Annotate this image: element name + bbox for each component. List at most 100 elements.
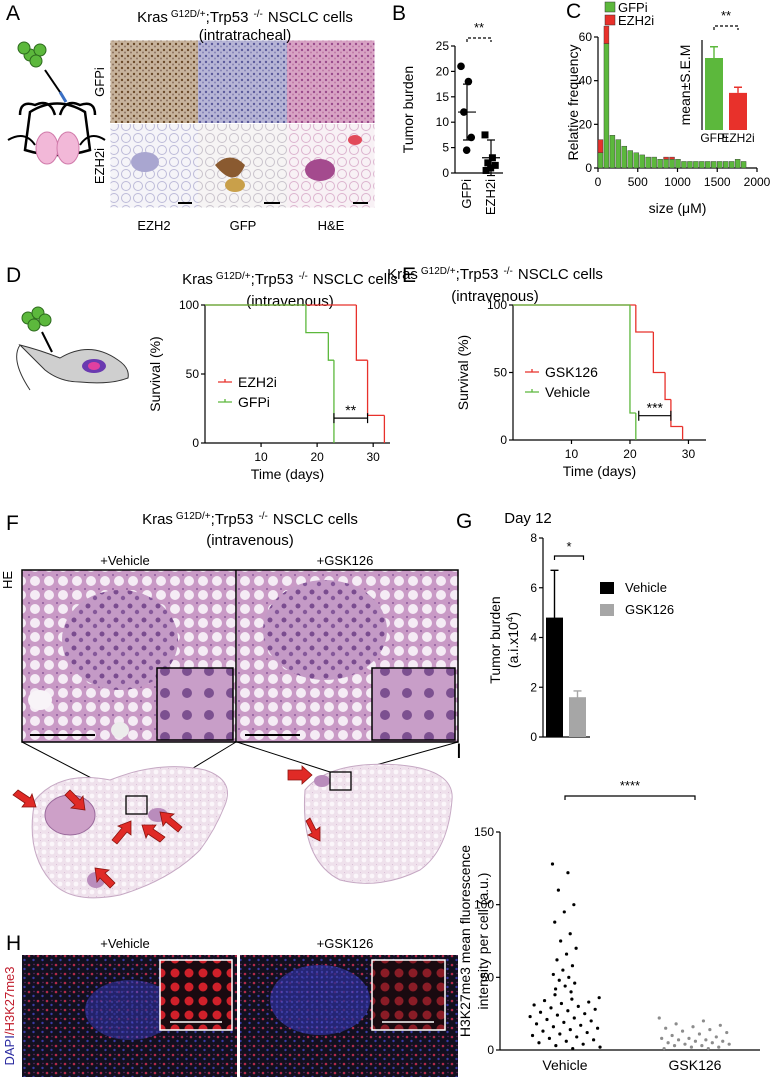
histogram-bar [621,145,628,169]
legend-swatch [604,14,616,26]
data-point [550,862,555,866]
data-point [556,888,560,892]
heading-part: -/- [503,266,512,277]
heading-part: G12D/+ [216,271,251,282]
survival-step [664,372,671,401]
data-point [672,1044,677,1048]
heading-part: -/- [298,271,307,282]
y-tick-label: 20 [579,117,593,131]
error-bar [710,46,718,58]
legend-swatch [600,582,614,594]
row-label: EZH2i [92,148,107,184]
data-point [562,1020,566,1024]
histogram-bar [597,152,604,169]
legend-label: GSK126 [625,602,674,617]
y-tick-label: 50 [186,367,200,381]
y-tick-label: 4 [530,631,537,645]
legend-line [525,369,539,373]
data-point [708,1028,712,1032]
data-point [693,1039,698,1043]
histogram-bar [603,43,610,169]
heading-part: ;Trp53 [211,511,254,528]
data-point [542,998,547,1003]
data-point [670,1033,674,1038]
data-point [597,996,601,1000]
histogram-bar [699,161,705,169]
y-tick-label: 50 [481,970,495,984]
data-point [559,939,563,943]
x-axis-label: Time (days) [251,466,324,482]
y-axis-label: Survival (%) [147,336,163,411]
data-point [701,1019,706,1023]
histogram-bar [687,161,693,169]
panel-letter: F [6,512,19,535]
histogram-bar [717,161,723,169]
panel-letter: B [392,2,406,25]
data-point [689,1045,694,1049]
significance-bracket [564,795,696,800]
bar [729,92,747,130]
data-point [547,1036,552,1040]
data-point [557,978,561,982]
heading-route: (intravenous) [246,293,334,310]
panel-heading: Kras G12D/+;Trp53 -/- NSCLC cells [182,271,398,289]
data-point [579,1023,583,1027]
y-tick-label: 100 [487,298,507,312]
data-point [563,984,567,988]
data-point [721,1039,725,1043]
x-tick-label: 1000 [664,175,691,189]
data-point [491,161,499,169]
data-point [462,146,471,154]
data-point [666,1041,670,1045]
y-tick-label: 100 [474,898,494,912]
data-point [559,1001,564,1006]
y-tick-label: 0 [442,166,449,180]
y-axis-label: Survival (%) [455,335,471,410]
data-point [484,159,492,167]
histogram-bar [657,159,663,169]
histogram-bar [728,161,735,169]
data-point [567,975,571,979]
data-point [549,1006,553,1010]
y-axis-label: mean±S.E.M [677,45,693,126]
y-tick-label: 150 [474,825,494,839]
data-point [553,987,558,991]
data-point [585,1030,589,1035]
x-tick-label: 20 [310,450,324,464]
heading-part: Kras [137,9,168,26]
data-point [569,990,573,994]
survival-step [355,305,368,361]
data-point [575,1035,579,1039]
survival-step [635,305,654,333]
x-tick-label: EZH2i [483,179,498,215]
legend-label: EZH2i [238,374,277,390]
x-tick-label: 30 [682,447,696,461]
significance-bracket [466,37,492,42]
stain-label: HE [0,571,15,589]
data-point [464,77,473,86]
data-point [566,1009,570,1013]
legend-line [218,379,232,383]
histogram-bar [645,156,651,169]
data-point [571,1046,575,1051]
stain-label: DAPI/H3K27me3 [2,967,17,1066]
annotation: * [566,539,571,554]
data-point [683,1042,687,1046]
data-point [482,166,490,174]
data-point [537,1041,541,1045]
data-point [564,952,569,956]
survival-step [327,332,334,361]
data-point [553,920,557,924]
histogram-bar [603,25,610,44]
data-point [680,1029,685,1033]
bar [569,697,586,737]
x-tick-label: 10 [254,450,268,464]
histogram-bar [669,159,675,169]
heading-route: (intravenous) [451,288,539,305]
heading-part: Kras [182,271,213,288]
column-label: H&E [318,218,345,233]
histogram-bar [663,156,669,160]
data-point [532,1003,536,1007]
survival-step [305,305,329,334]
panel-heading: Kras G12D/+;Trp53 -/- NSCLC cells [137,9,353,27]
